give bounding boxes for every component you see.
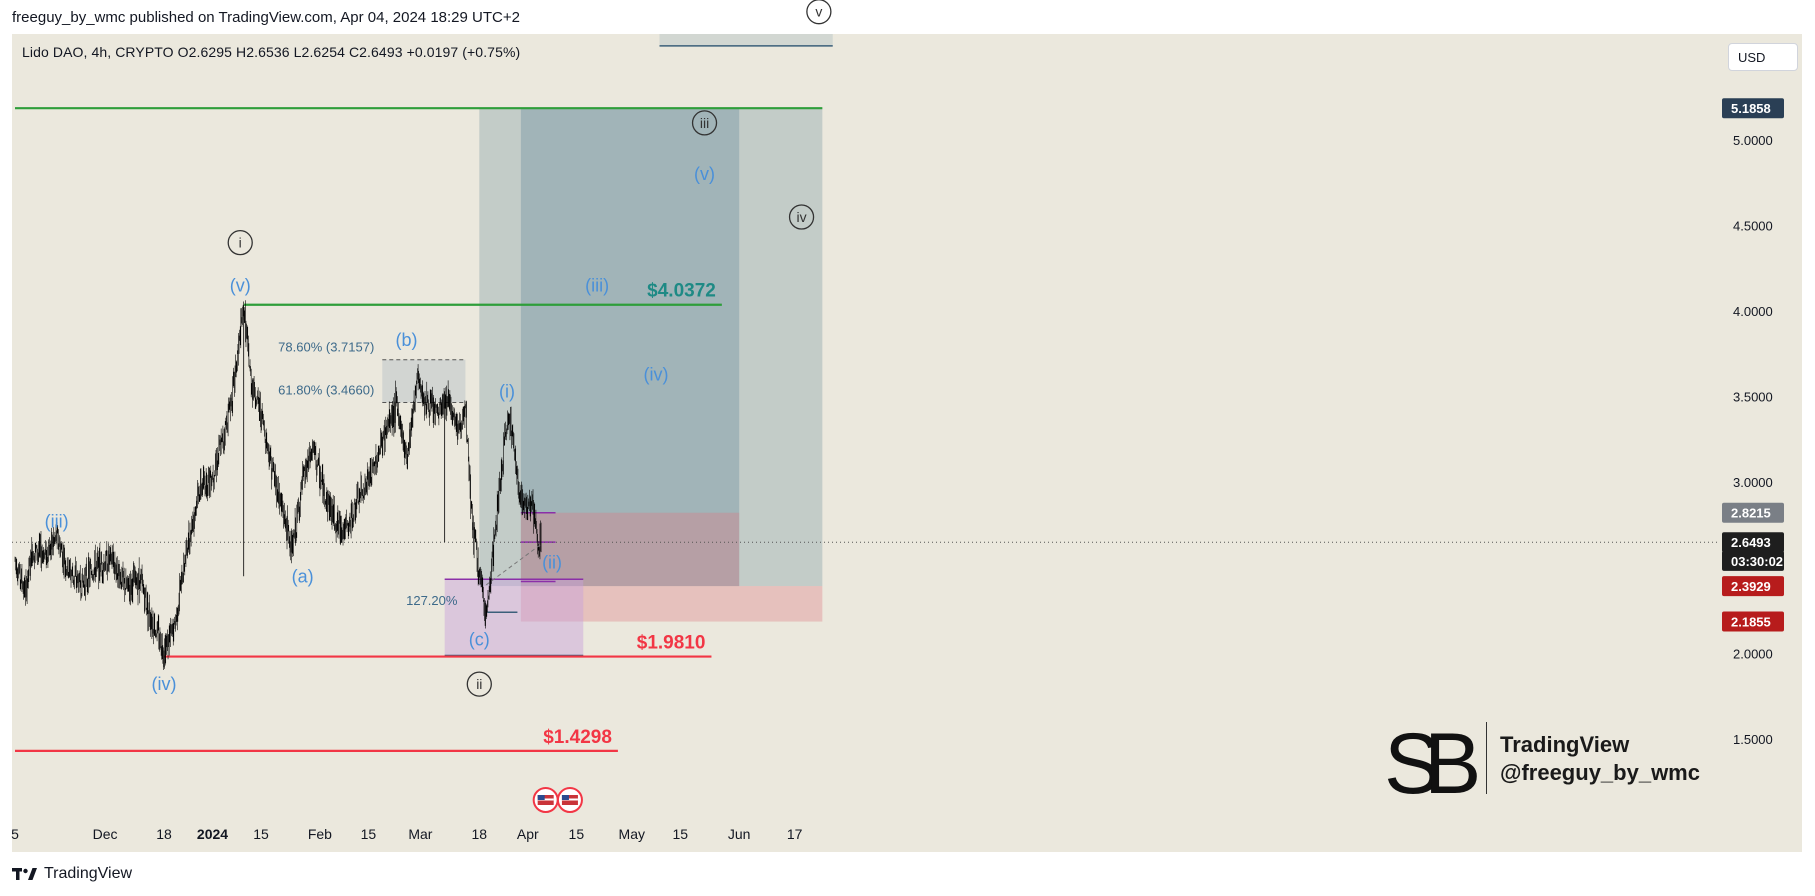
x-tick-5: Feb <box>308 826 332 842</box>
wave-label-14: iv <box>796 209 806 225</box>
wave-label-5: (b) <box>396 330 418 350</box>
price-tag-2: 2.6493 <box>1731 535 1771 550</box>
stop-zone-far <box>520 586 823 622</box>
us-flag-icon-2-stripe <box>561 798 578 801</box>
wave-circle-2 <box>227 230 253 256</box>
footer: TradingView <box>0 852 1815 896</box>
y-tick-4: 3.0000 <box>1733 475 1773 490</box>
price-tag-bg-0 <box>1722 98 1784 119</box>
x-tick-9: Apr <box>517 826 539 842</box>
watermark-logo-s: S <box>1384 716 1441 803</box>
watermark-logo-icon: S B <box>1384 716 1480 803</box>
y-tick-6: 1.5000 <box>1733 732 1773 747</box>
target-zone-outer <box>479 108 823 587</box>
wave-circle-13 <box>691 110 718 136</box>
level-label-2: $1.9810 <box>637 633 706 654</box>
price-tag-bg-5 <box>1722 611 1784 632</box>
x-tick-14: 17 <box>787 826 803 842</box>
correction-box <box>444 579 584 656</box>
price-tag-0: 5.1858 <box>1731 101 1771 116</box>
watermark-handle: @freeguy_by_wmc <box>1500 760 1700 785</box>
stop-zone-near <box>520 512 740 587</box>
wave-label-10: (iii) <box>585 275 609 295</box>
footer-brand[interactable]: TradingView <box>44 865 133 882</box>
price-tag-bg-1 <box>1722 502 1784 523</box>
x-tick-0: 5 <box>11 826 19 842</box>
wave-label-11: (iv) <box>644 364 669 384</box>
currency-label: USD <box>1738 49 1766 65</box>
wave-circle-14 <box>788 204 815 230</box>
us-flag-icon-1 <box>532 787 559 813</box>
y-tick-1: 4.5000 <box>1733 219 1773 234</box>
wave-label-7: ii <box>476 676 482 692</box>
fib-ext-label: 127.20% <box>406 593 458 608</box>
wave-label-13: iii <box>700 115 709 131</box>
chart-area[interactable] <box>12 34 1802 852</box>
price-tag-5: 2.1855 <box>1731 615 1771 630</box>
fib-label-0: 78.60% (3.7157) <box>278 340 374 355</box>
price-tag-3: 03:30:02 <box>1731 554 1783 569</box>
x-tick-8: 18 <box>472 826 488 842</box>
zones-layer <box>12 34 1718 656</box>
target-zone-inner <box>520 108 740 587</box>
y-tick-3: 3.5000 <box>1733 390 1773 405</box>
us-flag-icon-1-stripe <box>537 798 554 801</box>
wave-circle-7 <box>466 671 492 697</box>
us-flag-icon-2 <box>556 787 583 813</box>
x-tick-4: 15 <box>253 826 269 842</box>
y-tick-5: 2.0000 <box>1733 646 1773 661</box>
price-tag-4: 2.3929 <box>1731 579 1771 594</box>
symbol-ohlc-legend: Lido DAO, 4h, CRYPTO O2.6295 H2.6536 L2.… <box>22 44 521 60</box>
wave-label-9: (ii) <box>542 553 562 573</box>
x-tick-7: Mar <box>408 826 432 842</box>
y-tick-0: 5.0000 <box>1733 133 1773 148</box>
top-right-box <box>659 34 833 46</box>
level-label-1: $4.0372 <box>647 281 716 302</box>
x-tick-10: 15 <box>569 826 585 842</box>
x-tick-1: Dec <box>93 826 118 842</box>
wave-label-12: (v) <box>694 164 715 184</box>
x-tick-3: 2024 <box>197 826 228 842</box>
watermark-divider <box>1486 722 1487 794</box>
us-flag-icon-2-canton <box>561 795 569 800</box>
fib-label-1: 61.80% (3.4660) <box>278 382 374 397</box>
price-tag-bg-3 <box>1722 550 1784 571</box>
annotations-layer: (iii) (iv) i (v) (a) (b) (c) ii (i) (ii) (iii) (iv)… <box>45 0 832 813</box>
axis-layer: 5.0000 4.5000 4.0000 3.5000 3.0000 2.0000 1.50… <box>11 98 1784 842</box>
wave-label-4: (a) <box>292 566 314 586</box>
wave-label-8: (i) <box>499 382 515 402</box>
watermark-logo-b: B <box>1424 716 1480 803</box>
x-tick-11: May <box>619 826 645 842</box>
x-tick-12: 15 <box>672 826 688 842</box>
price-tag-1: 2.8215 <box>1731 506 1771 521</box>
wave-label-15: v <box>815 4 822 20</box>
dashed-trendline <box>485 543 542 586</box>
x-tick-13: Jun <box>728 826 751 842</box>
tradingview-logo-icon[interactable] <box>12 867 38 881</box>
wave-label-3: (v) <box>230 275 251 295</box>
wave-label-2: i <box>239 235 242 251</box>
candles-layer <box>14 300 542 670</box>
y-tick-2: 4.0000 <box>1733 304 1773 319</box>
wave-label-1: (iv) <box>151 674 176 694</box>
currency-button[interactable]: USD <box>1728 43 1798 71</box>
level-label-3: $1.4298 <box>543 727 612 748</box>
watermark-title: TradingView <box>1500 732 1630 757</box>
published-line: freeguy_by_wmc published on TradingView.… <box>12 8 520 26</box>
wave-circle-15 <box>806 0 832 25</box>
price-tag-bg-4 <box>1722 576 1784 597</box>
x-tick-2: 18 <box>156 826 172 842</box>
wave-label-0: (iii) <box>45 512 69 532</box>
x-tick-6: 15 <box>361 826 377 842</box>
price-tag-bg-2 <box>1722 532 1784 553</box>
wave-label-6: (c) <box>469 630 490 650</box>
us-flag-icon-1-canton <box>537 795 545 800</box>
